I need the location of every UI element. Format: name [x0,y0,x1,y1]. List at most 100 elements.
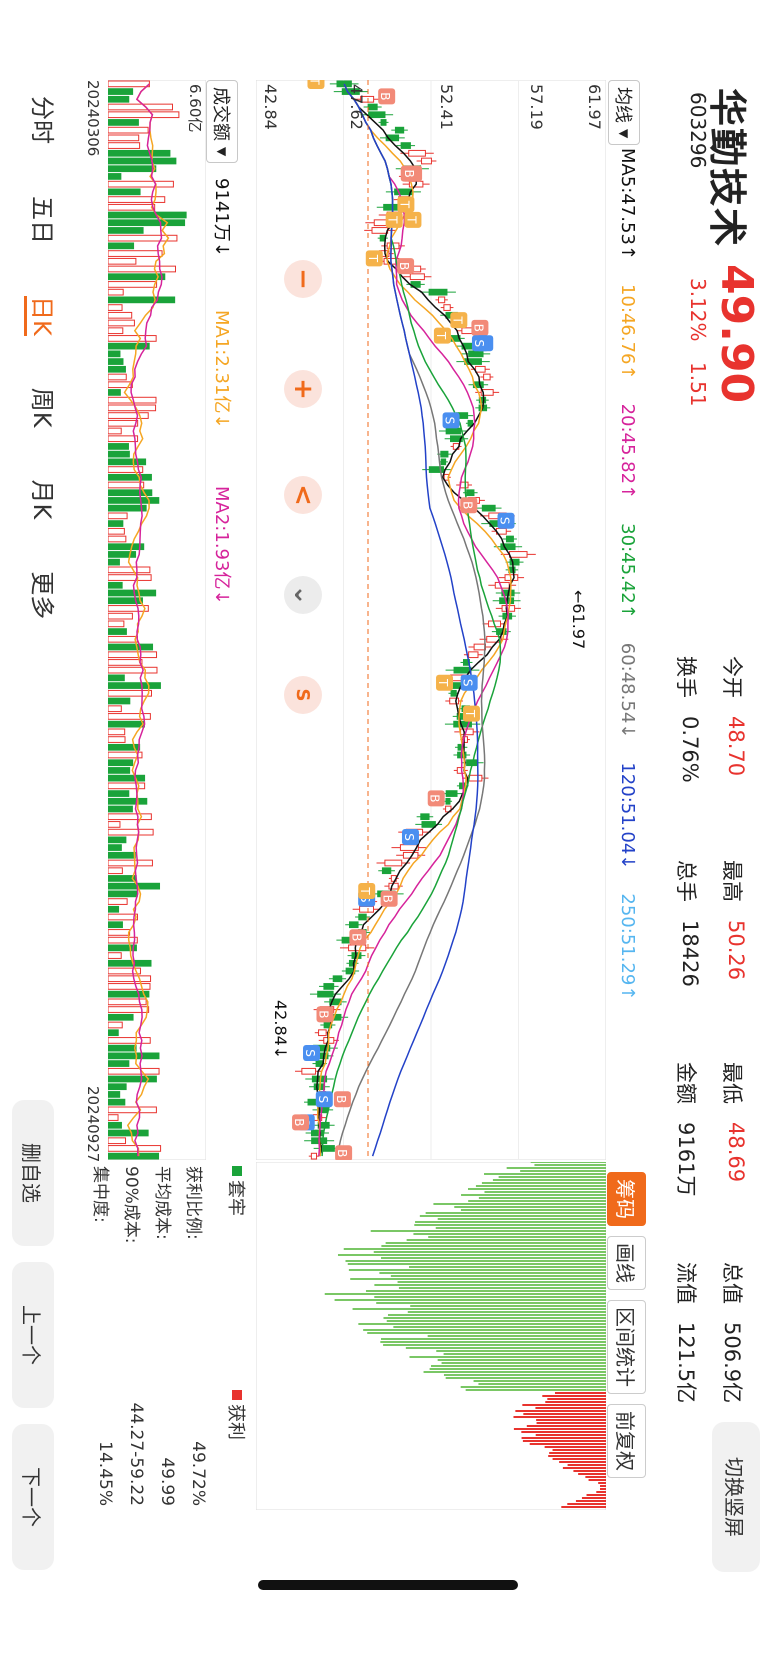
zoom-in-button[interactable]: + [284,370,322,408]
kline-chart[interactable]: SBSSTTBBTSTBTBBBTTBTSBTSBBBSBSBSST [256,80,606,1160]
trade-signal-marker: T [463,705,480,722]
svg-text:B: B [334,1095,348,1103]
candle-body [323,983,335,990]
volume-bar [108,751,143,759]
volume-bar [108,975,152,983]
chip-stat-label: 获利比例: [183,1166,203,1240]
candle-body [459,782,466,790]
trade-signal-marker: S [315,1091,333,1108]
volume-bar [108,767,131,774]
candle-body [408,149,426,157]
tab-0[interactable]: 筹码 [607,1172,646,1226]
trade-signal-marker: B [460,497,478,514]
volume-bar [108,628,127,635]
date-end: 20240927 [84,1086,102,1163]
trade-signal-marker: B [349,929,367,946]
chip-stat-label: 集中度: [90,1166,110,1223]
ma-legend-item: 120:51.04↓ [617,762,638,870]
trade-signal-marker: S [303,1045,321,1061]
candle-body [360,95,375,103]
volume-bar [108,535,127,543]
volume-bar [108,350,121,358]
legend-loss-swatch [232,1166,242,1176]
volume-bar [108,296,176,304]
collapse-button[interactable]: ⌄ [284,576,322,614]
volume-bar [108,736,126,743]
action-button[interactable]: 删自选 [12,1100,54,1246]
volume-bar [108,936,138,944]
volume-bar [108,435,139,443]
volume-bar [108,983,151,990]
volume-bar [108,659,143,666]
period-tab[interactable]: 周K [28,387,56,428]
stat-label: 金额 [674,1062,698,1104]
volume-bar [108,643,154,651]
volume-bar [108,443,129,450]
chip-stat-row: 集中度: 14.45% [90,1166,115,1506]
ma-legend-item: 20:45.82↑ [617,403,638,500]
volume-ma2: MA2:1.93亿↓ [211,486,232,605]
volume-chart[interactable] [108,80,206,1160]
svg-text:B: B [378,92,392,100]
signal-button[interactable]: S [284,676,322,714]
volume-bar [108,1091,121,1098]
volume-selector[interactable]: 成交额 ▼ [206,80,238,164]
period-tab[interactable]: 分时 [28,96,56,144]
tab-1[interactable]: 画线 [607,1236,646,1290]
volume-bar [108,574,152,581]
legend-profit-swatch [232,1390,242,1400]
period-tab[interactable]: 月K [28,479,56,520]
trade-signal-marker: T [433,327,451,344]
svg-text:B: B [471,324,485,332]
candle-body [348,944,367,952]
volume-value: 9141万↓ [211,178,232,257]
volume-bar [108,882,161,890]
trade-signal-marker: T [436,674,454,691]
chip-distribution-chart [256,1162,606,1510]
period-tab[interactable]: 更多 [28,571,56,620]
volume-bar [108,242,135,250]
ma-line [316,83,515,1157]
candle-body [480,389,494,396]
scroll-left-button[interactable]: < [284,476,322,514]
period-tab[interactable]: 五日 [28,196,56,244]
trade-signal-marker: S [402,829,419,845]
volume-bar [108,219,186,227]
price-axis-high: 61.97 [585,84,604,130]
candle-body [450,435,463,443]
volume-bar [108,581,123,589]
svg-text:T: T [358,886,372,895]
ma-legend-item: 250:51.29↑ [617,893,638,1001]
trade-signal-marker: B [292,1114,310,1131]
trade-signal-marker: T [365,250,383,267]
switch-portrait-button[interactable]: 切换竖屏 [712,1422,760,1572]
tab-2[interactable]: 区间统计 [607,1300,646,1394]
volume-bar [108,597,143,605]
candle-body [468,350,484,358]
svg-text:B: B [397,262,411,270]
volume-bar [108,358,124,365]
period-tab[interactable]: 日K [24,296,62,336]
action-button[interactable]: 下一个 [12,1424,54,1570]
chip-stat-value: 44.27-59.22 [126,1402,146,1506]
volume-frame [108,80,206,1160]
tab-3[interactable]: 前复权 [607,1404,646,1478]
candle-body [473,643,486,651]
zoom-out-button[interactable]: − [284,260,322,298]
action-button[interactable]: 上一个 [12,1262,54,1408]
volume-bar [108,1037,151,1044]
chart-mode-tabs: 筹码画线区间统计前复权 [607,1172,646,1478]
volume-bar [108,1044,137,1052]
volume-bar [108,589,157,597]
volume-bar [108,805,133,813]
ma-selector[interactable]: 均线 ▼ [608,80,640,146]
candle-body [505,535,514,543]
volume-bar [108,327,124,335]
volume-bar [108,173,122,180]
volume-bar [108,1013,134,1021]
stat-label: 今开 [720,656,744,698]
candle-body [371,227,389,234]
volume-ma-line [130,83,163,1157]
stat-label: 最高 [720,860,744,902]
stat-label: 总手 [674,860,698,902]
